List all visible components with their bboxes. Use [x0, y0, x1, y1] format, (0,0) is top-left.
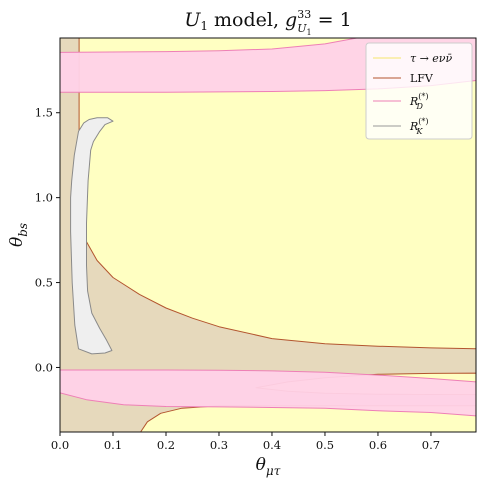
x-tick-label: 0.4	[263, 438, 281, 452]
y-tick-label: 0.0	[35, 360, 53, 374]
y-ticks: 0.0 0.5 1.0 1.5	[35, 106, 60, 374]
legend-box	[365, 42, 473, 140]
legend-label-rk: R(*) K	[409, 117, 429, 136]
axes-frame	[59, 37, 477, 433]
x-tick-label: 0.3	[210, 438, 228, 452]
x-tick-label: 0.6	[369, 438, 387, 452]
legend-label-tau: τ → eνν̄	[410, 52, 452, 65]
x-tick-label: 0.1	[104, 438, 122, 452]
region-lfv	[60, 38, 476, 432]
y-tick-label: 0.5	[35, 276, 53, 290]
legend-label-rd: R(*) D	[409, 92, 429, 111]
x-tick-label: 0.2	[157, 438, 175, 452]
y-axis-label: θbs	[7, 223, 30, 247]
region-rk	[70, 117, 114, 355]
x-tick-label: 0.0	[51, 438, 69, 452]
x-tick-label: 0.7	[422, 438, 440, 452]
legend: τ → eνν̄ LFV R(*) D R(*) K	[365, 42, 473, 140]
y-tick-label: 1.5	[35, 106, 53, 120]
x-axis-label: θμτ	[256, 455, 281, 478]
x-ticks: 0.0 0.1 0.2 0.3 0.4 0.5 0.6 0.7	[51, 432, 440, 452]
legend-label-lfv: LFV	[410, 72, 434, 85]
x-tick-label: 0.5	[316, 438, 334, 452]
y-tick-label: 1.0	[35, 191, 53, 205]
region-rd-band-bottom	[60, 369, 476, 417]
chart-title: U1 model, g33 U1 = 1	[184, 8, 351, 37]
